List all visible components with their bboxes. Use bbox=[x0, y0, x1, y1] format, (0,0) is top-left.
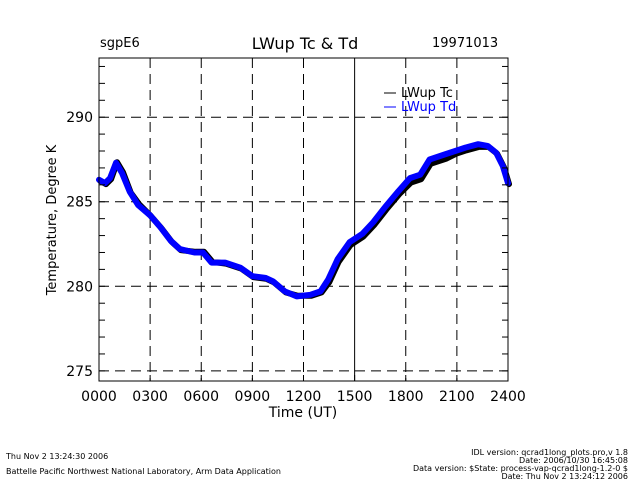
x-tick-label: 0600 bbox=[183, 389, 219, 405]
series-line-td bbox=[96, 141, 511, 300]
date-label: 19971013 bbox=[432, 36, 499, 51]
y-tick-label: 290 bbox=[66, 110, 93, 126]
footer-idl-date: Date: 2006/10/30 16:45:08 bbox=[519, 456, 628, 465]
footer-timestamp: Thu Nov 2 13:24:30 2006 bbox=[6, 452, 109, 461]
series-line-tc bbox=[97, 143, 512, 299]
x-tick-label: 0000 bbox=[81, 389, 117, 405]
y-tick-label: 275 bbox=[66, 364, 93, 380]
footer-idl-version: IDL version: qcrad1long_plots.pro,v 1.8 bbox=[471, 448, 628, 457]
x-tick-label: 1500 bbox=[337, 389, 373, 405]
grid-lines bbox=[99, 58, 508, 381]
footer-data-date: Date: Thu Nov 2 13:24:12 2006 bbox=[501, 472, 628, 481]
x-tick-label: 2100 bbox=[439, 389, 475, 405]
footer-institution: Battelle Pacific Northwest National Labo… bbox=[6, 467, 281, 476]
y-axis-ticks: 275 280 285 290 bbox=[66, 65, 508, 380]
legend-label: LWup Td bbox=[401, 100, 456, 115]
x-tick-label: 0300 bbox=[132, 389, 168, 405]
legend-label: LWup Tc bbox=[401, 86, 453, 101]
y-axis-label: Temperature, Degree K bbox=[45, 144, 60, 296]
footer-data-version: Data version: $State: process-vap-qcrad1… bbox=[412, 464, 628, 473]
x-axis-label: Time (UT) bbox=[268, 405, 337, 421]
x-tick-label: 0900 bbox=[235, 389, 271, 405]
x-tick-label: 1800 bbox=[388, 389, 424, 405]
site-label: sgpE6 bbox=[100, 36, 140, 51]
series-group bbox=[96, 141, 512, 300]
x-axis-ticks: 0000 0300 0600 0900 1200 1500 1800 2100 2400 bbox=[81, 375, 526, 405]
y-tick-label: 280 bbox=[66, 279, 93, 295]
x-tick-label: 2400 bbox=[490, 389, 526, 405]
chart-title: LWup Tc & Td bbox=[251, 34, 359, 53]
y-tick-label: 285 bbox=[66, 195, 93, 211]
x-tick-label: 1200 bbox=[286, 389, 322, 405]
